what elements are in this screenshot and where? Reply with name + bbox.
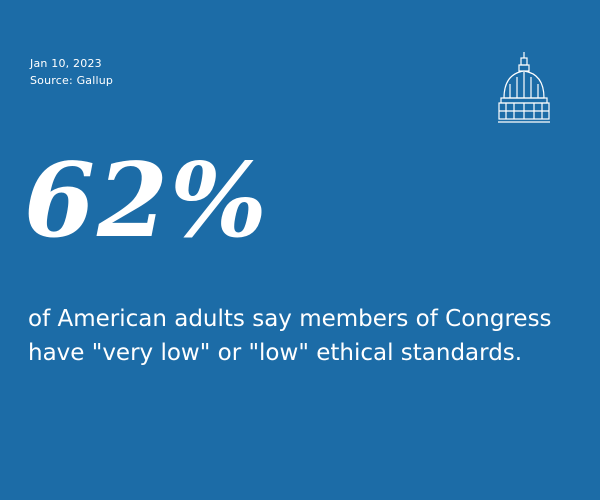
stat-statement: of American adults say members of Congre… bbox=[28, 306, 552, 366]
stat-value: 62% bbox=[24, 141, 269, 261]
date-label: Jan 10, 2023 bbox=[30, 57, 102, 70]
meta-block: Jan 10, 2023 Source: Gallup bbox=[30, 55, 113, 89]
capitol-dome-icon bbox=[498, 52, 550, 123]
source-label: Source: Gallup bbox=[30, 74, 114, 87]
